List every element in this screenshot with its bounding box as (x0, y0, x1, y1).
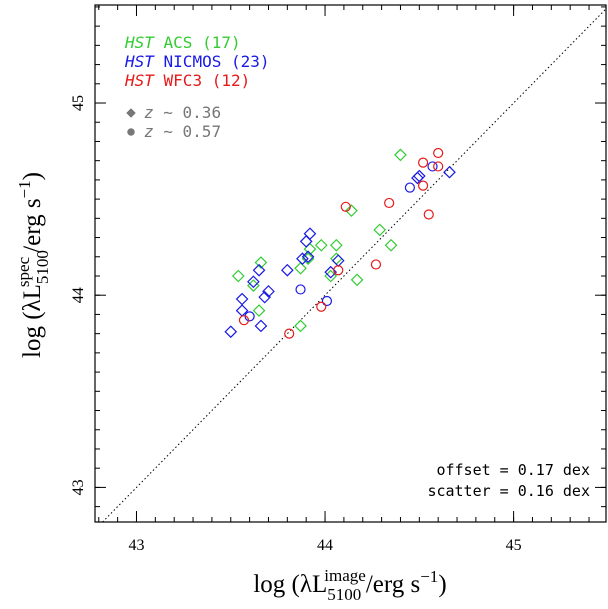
diamond-marker (224, 325, 238, 339)
x-tick-label: 43 (128, 537, 144, 554)
diamond-marker (258, 290, 272, 304)
circle-marker (433, 161, 444, 172)
legend-entry: HST ACS (17) (124, 33, 241, 52)
y-title-main: log (λL (19, 284, 46, 358)
circle-marker (404, 182, 415, 193)
diamond-marker (330, 238, 343, 252)
y-title-exp: −1 (15, 180, 34, 198)
y-tick-label: 43 (70, 479, 87, 495)
diamond-marker (303, 227, 317, 241)
x-axis-title: log (λL5100image/erg s−1) (253, 566, 446, 604)
circle-marker (417, 157, 429, 168)
circle-marker (238, 315, 250, 326)
diamond-marker (294, 319, 307, 333)
y-axis-title: log (λL5100spec/erg s−1) (14, 172, 52, 358)
x-title-exp: −1 (420, 567, 438, 586)
y-title-close: ) (19, 172, 46, 180)
circle-marker (417, 180, 429, 191)
diamond-marker (314, 238, 328, 252)
annotation: scatter = 0.16 dex (427, 482, 590, 500)
circle-marker (384, 197, 395, 209)
x-title-main: log (λL (253, 571, 327, 598)
circle-marker (427, 161, 438, 172)
circle-marker (321, 295, 333, 307)
circle-marker (295, 284, 306, 295)
diamond-marker (373, 223, 387, 237)
x-title-sup: image (324, 566, 366, 585)
marker-legend-label: z ∼ 0.36 (144, 103, 221, 122)
marker-legend-symbol (127, 128, 135, 136)
circle-marker (433, 147, 444, 159)
diamond-marker (294, 261, 307, 275)
diamond-marker (443, 165, 456, 179)
diamond-marker (301, 252, 315, 266)
diamond-marker (411, 171, 424, 185)
diamond-marker (331, 254, 345, 267)
y-tick-label: 45 (70, 95, 87, 111)
diamond-marker (247, 279, 260, 292)
y-tick-label: 44 (70, 287, 87, 303)
diamond-marker (350, 273, 364, 287)
diamond-marker (345, 204, 358, 217)
legend-entry: HST WFC3 (12) (124, 71, 250, 90)
x-title-unit: /erg s (366, 571, 420, 598)
diamond-marker (252, 263, 266, 277)
diamond-marker (235, 292, 249, 306)
y-title-sup: spec (14, 256, 33, 287)
x-tick-label: 44 (317, 537, 333, 554)
circle-marker (284, 328, 295, 339)
marker-legend-symbol (126, 108, 136, 118)
diamond-marker (394, 148, 407, 162)
circle-marker (333, 265, 344, 276)
diamond-marker (299, 235, 313, 248)
diamond-marker (330, 252, 343, 266)
y-title-unit: /erg s (19, 198, 46, 252)
annotation: offset = 0.17 dex (436, 461, 590, 479)
y-title-sub: 5100 (33, 250, 52, 284)
diamond-marker (384, 238, 398, 252)
diamond-marker (231, 269, 245, 283)
x-title-sub: 5100 (327, 585, 361, 604)
x-tick-label: 45 (506, 537, 522, 554)
circle-marker (370, 259, 382, 270)
diamond-marker (280, 263, 294, 277)
diamond-marker (262, 285, 275, 298)
diamond-marker (254, 256, 268, 269)
diamond-marker (324, 265, 338, 279)
diamond-marker (296, 252, 309, 266)
x-title-close: ) (438, 571, 446, 598)
circle-marker (316, 301, 327, 312)
legend-entry: HST NICMOS (23) (124, 52, 270, 71)
diamond-marker (247, 275, 260, 289)
circle-marker (423, 209, 434, 220)
marker-legend-label: z ∼ 0.57 (144, 122, 221, 141)
plot-frame (94, 4, 607, 523)
circle-marker (340, 201, 351, 212)
diamond-marker (252, 304, 266, 317)
diamond-marker (412, 169, 426, 183)
diamond-marker (254, 319, 268, 333)
